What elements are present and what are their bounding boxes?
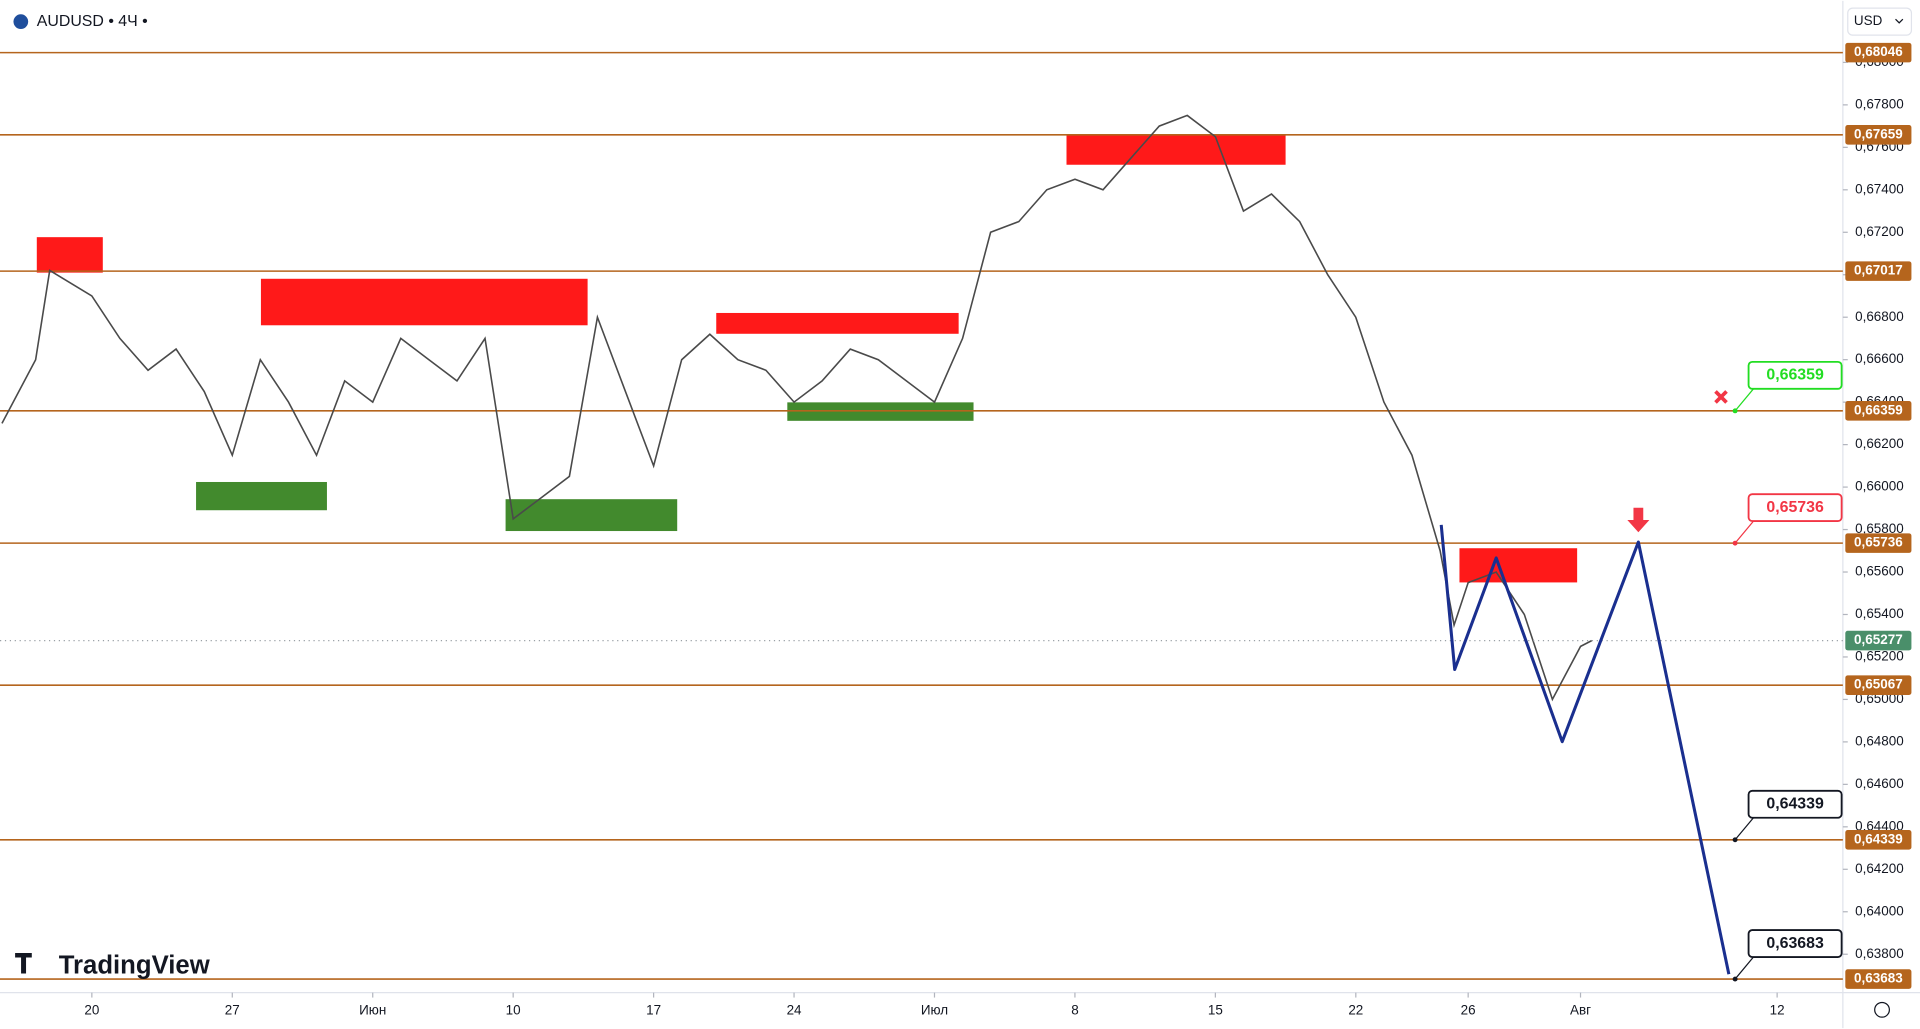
x-tick-label: Июл [921,1003,948,1018]
level-label-box [1845,675,1912,695]
y-tick-label: 0,65600 [1855,564,1904,579]
zone [196,481,327,511]
zone [36,237,103,273]
callout-pointer [1734,520,1754,544]
level-label: 0,65736 [1854,535,1903,550]
x-tick-label: 27 [225,1003,240,1018]
y-tick-label: 0,67200 [1855,224,1904,239]
zone [505,499,678,532]
y-tick-label: 0,64600 [1855,776,1904,791]
level-label-box [1845,125,1912,145]
current-price-label: 0,65277 [1854,632,1903,647]
logo-mark: 𝐓 [15,949,33,979]
current-price-box [1845,630,1912,651]
callout-pointer [1734,817,1754,841]
cross-marker [1714,390,1728,404]
callout-box [1747,360,1843,390]
y-tick-label: 0,64800 [1855,733,1904,748]
price-line [1,114,1593,702]
x-tick-label: Авг [1570,1003,1591,1018]
callout-box [1747,789,1843,819]
level-label: 0,68046 [1854,44,1903,59]
x-tick-label: 12 [1770,1003,1785,1018]
callout-pointer [1734,388,1754,412]
zone [1459,548,1578,583]
y-tick-label: 0,66000 [1855,479,1904,494]
symbol-title[interactable]: AUDUSD • 4Ч • [37,13,148,30]
zone [1066,134,1286,165]
settings-icon[interactable] [1874,1001,1890,1018]
callout-box [1747,493,1843,523]
x-tick-label: Июн [359,1003,386,1018]
y-tick-label: 0,65200 [1855,649,1904,664]
level-label-box [1845,969,1912,989]
dropdown-arrow [1895,18,1904,24]
level-label: 0,65067 [1854,677,1903,692]
projection-path [1439,524,1731,975]
logo-text: TradingView [59,952,211,980]
level-label: 0,63683 [1854,971,1903,986]
callout-pointer [1734,956,1754,980]
level-label-box [1845,401,1912,421]
callout-label: 0,63683 [1766,935,1824,952]
symbol-flag [13,14,29,29]
callout-label: 0,64339 [1766,795,1824,812]
level-label: 0,67659 [1854,126,1903,141]
y-tick-label: 0,66200 [1855,436,1904,451]
y-tick-label: 0,67400 [1855,181,1904,196]
level-label: 0,66359 [1854,402,1903,417]
zone [260,278,588,326]
plot-area: 0,66359 0,65736 0,64339 0,63683 [0,51,1843,982]
currency-label[interactable]: USD [1854,13,1883,28]
x-tick-label: 20 [84,1003,99,1018]
x-tick-label: 17 [646,1003,661,1018]
y-tick-label: 0,65800 [1855,521,1904,536]
y-tick-label: 0,64400 [1855,818,1904,833]
y-tick-label: 0,64200 [1855,861,1904,876]
x-tick-label: 24 [787,1003,802,1018]
y-tick-label: 0,67800 [1855,96,1904,111]
x-tick-label: 10 [506,1003,521,1018]
y-tick-label: 0,66600 [1855,351,1904,366]
x-tick-label: 22 [1348,1003,1363,1018]
down-arrow [1627,507,1650,533]
level-label: 0,67017 [1854,263,1903,278]
y-tick-label: 0,64000 [1855,903,1904,918]
x-tick-label: 15 [1208,1003,1223,1018]
y-tick-label: 0,66800 [1855,309,1904,324]
callout-label: 0,66359 [1766,367,1824,384]
level-label: 0,64339 [1854,831,1903,846]
x-tick-label: 8 [1071,1003,1078,1018]
level-label-box [1845,42,1912,63]
level-label-box [1845,533,1912,553]
level-label-box [1845,829,1912,850]
currency-button[interactable] [1847,7,1913,36]
y-tick-label: 0,65400 [1855,606,1904,621]
x-tick-label: 26 [1461,1003,1476,1018]
callout-label: 0,65736 [1766,499,1824,516]
level-label-box [1845,261,1912,281]
y-tick-label: 0,63800 [1855,946,1904,961]
zone [716,312,959,334]
callout-box [1747,929,1843,958]
